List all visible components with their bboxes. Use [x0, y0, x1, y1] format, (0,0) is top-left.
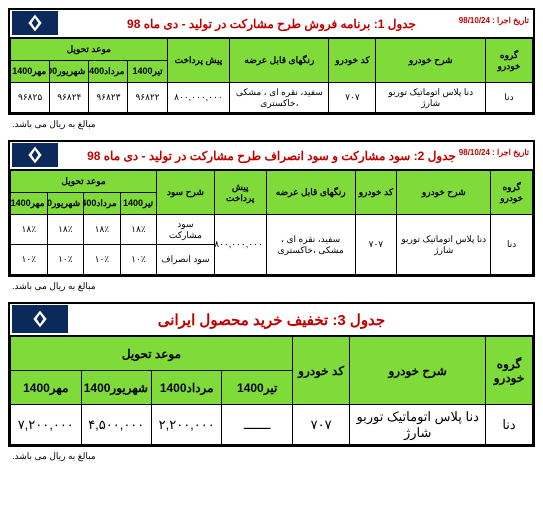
table1-block: تاریخ اجرا : 98/10/24 جدول 1: برنامه فرو…	[8, 8, 535, 115]
col-m2: مرداد1400	[84, 193, 121, 215]
note-text: مبالغ به ریال می باشد.	[12, 281, 535, 292]
cell-profit-label: سود انصراف	[157, 245, 214, 275]
note-text: مبالغ به ریال می باشد.	[12, 119, 535, 130]
col-prepay: پیش پرداخت	[167, 39, 230, 83]
col-m4: مهر1400	[11, 371, 82, 405]
col-group: گروه خودرو	[491, 171, 533, 215]
col-desc: شرح خودرو	[350, 337, 486, 405]
col-group: گروه خودرو	[486, 337, 533, 405]
col-m1: تیر1400	[120, 193, 157, 215]
cell-m4: ۱۸٪	[11, 215, 48, 245]
cell-m2: ۱۰٪	[84, 245, 121, 275]
cell-code: ۷۰۷	[329, 83, 376, 113]
table3-block: جدول 3: تخفیف خرید محصول ایرانی گروه خود…	[8, 302, 535, 447]
cell-m2: ۹۶۸۲۳	[89, 83, 128, 113]
col-code: کد خودرو	[355, 171, 397, 215]
cell-profit-label: سود مشارکت	[157, 215, 214, 245]
table-row: دنا دنا پلاس اتوماتیک توربو شارژ ۷۰۷ ـــ…	[11, 405, 533, 445]
brand-logo	[12, 11, 58, 35]
note-text: مبالغ به ریال می باشد.	[12, 451, 535, 462]
cell-m2: ۱۸٪	[84, 215, 121, 245]
cell-group: دنا	[486, 83, 533, 113]
cell-m3: ۱۰٪	[47, 245, 84, 275]
table2-title: جدول 2: سود مشارکت و سود انصراف طرح مشار…	[87, 149, 456, 163]
table-header-row: گروه خودرو شرح خودرو کد خودرو رنگهای قاب…	[11, 39, 533, 61]
col-profit-desc: شرح سود	[157, 171, 214, 215]
cell-m4: ۷,۲۰۰,۰۰۰	[11, 405, 82, 445]
date-label: تاریخ اجرا : 98/10/24	[459, 16, 529, 25]
table-header-row: گروه خودرو شرح خودرو کد خودرو رنگهای قاب…	[11, 171, 533, 193]
cell-code: ۷۰۷	[355, 215, 397, 275]
col-prepay: پیش پرداخت	[214, 171, 266, 215]
table-row: دنا دنا پلاس اتوماتیک توربو شارژ ۷۰۷ سفی…	[11, 215, 533, 245]
cell-m3: ۴,۵۰۰,۰۰۰	[81, 405, 151, 445]
cell-m4: ۹۶۸۲۵	[11, 83, 50, 113]
col-group: گروه خودرو	[486, 39, 533, 83]
date-label: تاریخ اجرا : 98/10/24	[459, 148, 529, 157]
col-colors: رنگهای قابل عرضه	[230, 39, 329, 83]
col-code: کد خودرو	[329, 39, 376, 83]
col-colors: رنگهای قابل عرضه	[266, 171, 355, 215]
cell-m1: ۱۰٪	[120, 245, 157, 275]
table3-title-row: جدول 3: تخفیف خرید محصول ایرانی	[10, 304, 533, 336]
col-m3: شهریور1400	[47, 193, 84, 215]
table2: گروه خودرو شرح خودرو کد خودرو رنگهای قاب…	[10, 170, 533, 275]
brand-logo	[12, 305, 68, 333]
col-m3: شهریور1400	[50, 61, 89, 83]
brand-logo	[12, 143, 58, 167]
table-row: دنا دنا پلاس اتوماتیک توربو شارژ ۷۰۷ سفی…	[11, 83, 533, 113]
cell-colors: سفید، نقره ای ، مشکی ،خاکستری	[266, 215, 355, 275]
table1-title: جدول 1: برنامه فروش طرح مشارکت در تولید …	[127, 17, 416, 31]
col-m1: تیر1400	[128, 61, 167, 83]
cell-m4: ۱۰٪	[11, 245, 48, 275]
cell-m2: ۲,۲۰۰,۰۰۰	[151, 405, 221, 445]
col-m3: شهریور1400	[81, 371, 151, 405]
col-m2: مرداد1400	[151, 371, 221, 405]
cell-group: دنا	[491, 215, 533, 275]
cell-desc: دنا پلاس اتوماتیک توربو شارژ	[376, 83, 486, 113]
col-m4: مهر1400	[11, 61, 50, 83]
cell-m3: ۱۸٪	[47, 215, 84, 245]
table2-block: تاریخ اجرا : 98/10/24 جدول 2: سود مشارکت…	[8, 140, 535, 277]
cell-colors: سفید، نقره ای ، مشکی ،خاکستری	[230, 83, 329, 113]
cell-prepay: ۸۰۰,۰۰۰,۰۰۰	[167, 83, 230, 113]
col-delivery: موعد تحویل	[11, 337, 293, 371]
cell-m3: ۹۶۸۲۴	[50, 83, 89, 113]
cell-group: دنا	[486, 405, 533, 445]
table-header-row: گروه خودرو شرح خودرو کد خودرو موعد تحویل	[11, 337, 533, 371]
cell-prepay: ۸۰۰,۰۰۰,۰۰۰	[214, 215, 266, 275]
table1-title-row: تاریخ اجرا : 98/10/24 جدول 1: برنامه فرو…	[10, 10, 533, 38]
table3: گروه خودرو شرح خودرو کد خودرو موعد تحویل…	[10, 336, 533, 445]
col-m2: مرداد1400	[89, 61, 128, 83]
col-desc: شرح خودرو	[376, 39, 486, 83]
cell-m1: ۹۶۸۲۲	[128, 83, 167, 113]
cell-m1: ۱۸٪	[120, 215, 157, 245]
table1: گروه خودرو شرح خودرو کد خودرو رنگهای قاب…	[10, 38, 533, 113]
cell-code: ۷۰۷	[292, 405, 349, 445]
col-code: کد خودرو	[292, 337, 349, 405]
col-delivery: موعد تحویل	[11, 171, 157, 193]
col-delivery: موعد تحویل	[11, 39, 168, 61]
col-m1: تیر1400	[222, 371, 292, 405]
col-desc: شرح خودرو	[397, 171, 491, 215]
cell-desc: دنا پلاس اتوماتیک توربو شارژ	[350, 405, 486, 445]
cell-m1: ـــــــ	[222, 405, 292, 445]
col-m4: مهر1400	[11, 193, 48, 215]
table3-title: جدول 3: تخفیف خرید محصول ایرانی	[158, 311, 385, 329]
cell-desc: دنا پلاس اتوماتیک توربو شارژ	[397, 215, 491, 275]
table2-title-row: تاریخ اجرا : 98/10/24 جدول 2: سود مشارکت…	[10, 142, 533, 170]
